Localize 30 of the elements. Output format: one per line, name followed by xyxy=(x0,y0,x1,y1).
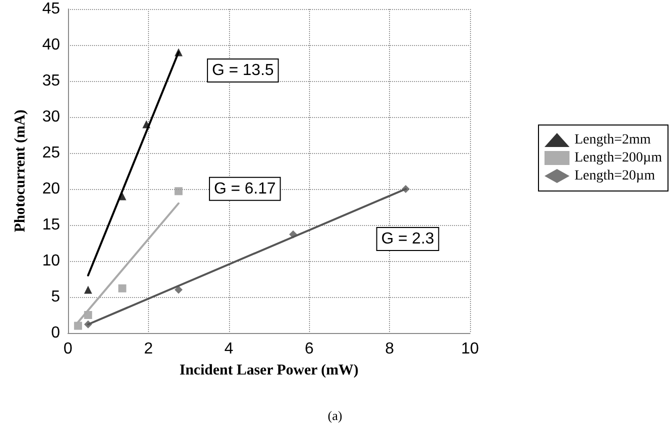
y-tick-label: 30 xyxy=(42,108,60,126)
x-axis-title: Incident Laser Power (mW) xyxy=(179,362,359,378)
x-tick-label: 0 xyxy=(64,340,73,358)
y-tick-label: 10 xyxy=(42,252,60,270)
annotation: G = 6.17 xyxy=(214,180,276,198)
y-tick-label: 15 xyxy=(42,216,60,234)
legend-label: Length=20µm xyxy=(574,168,656,184)
text: (a) xyxy=(328,408,342,423)
x-tick-label: 10 xyxy=(461,340,479,358)
y-tick-label: 20 xyxy=(42,180,60,198)
point xyxy=(74,322,82,330)
x-tick-label: 8 xyxy=(385,340,394,358)
point xyxy=(174,187,183,196)
point xyxy=(84,286,92,294)
point xyxy=(174,286,183,294)
x-tick-label: 6 xyxy=(304,340,314,358)
annotation: G = 2.3 xyxy=(381,230,434,248)
y-tick-label: 5 xyxy=(51,288,60,306)
legend-label: Length=200µm xyxy=(574,150,662,166)
y-tick-label: 45 xyxy=(42,0,60,18)
x-tick-label: 4 xyxy=(224,340,234,358)
y-tick-label: 40 xyxy=(42,36,60,54)
y-tick-label: 25 xyxy=(42,144,60,162)
annotation: G = 13.5 xyxy=(212,62,274,80)
legend-label: Length=2mm xyxy=(574,132,651,148)
y-tick-label: 35 xyxy=(42,72,60,90)
x-tick-label: 2 xyxy=(144,340,153,358)
y-tick-label: 0 xyxy=(51,324,60,342)
y-axis-title: Photocurrent (mA) xyxy=(12,110,28,232)
point xyxy=(118,284,126,292)
